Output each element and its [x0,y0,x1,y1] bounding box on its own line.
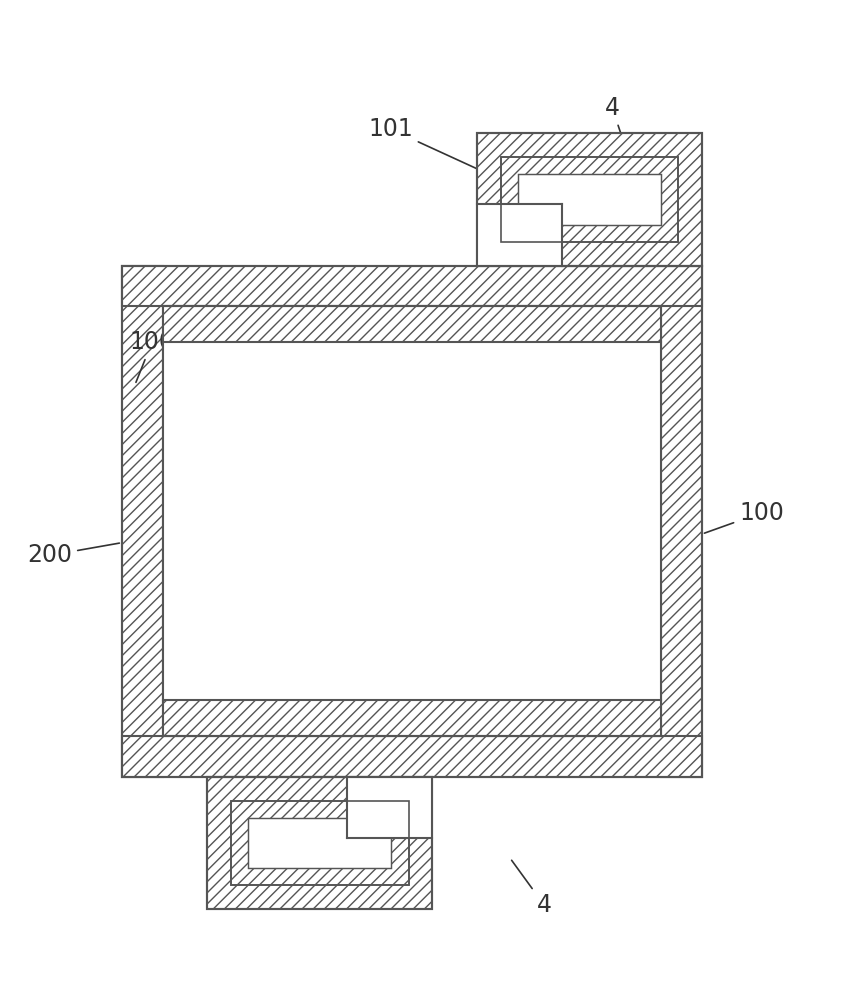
Bar [163,342,661,700]
Text: 4: 4 [605,96,628,156]
Bar [248,818,391,868]
Bar [163,306,661,736]
Bar [163,700,661,736]
Text: 200: 200 [27,543,119,567]
Bar [477,204,562,266]
Text: 4: 4 [511,860,552,917]
Bar [232,801,408,885]
Bar [500,157,678,242]
Bar [163,306,661,736]
Bar [163,306,661,342]
Bar [122,266,702,777]
Text: 101: 101 [351,831,396,887]
Text: 101: 101 [368,117,491,175]
Bar [477,133,702,266]
Bar [347,777,432,838]
Bar [122,266,163,777]
Bar [517,174,661,225]
Bar [661,266,702,777]
Text: 100: 100 [704,501,784,533]
Bar [122,266,702,306]
Text: 100: 100 [130,330,174,382]
Bar [122,736,702,777]
Bar [208,777,432,909]
Bar [500,157,678,242]
Bar [477,133,702,266]
Bar [232,801,408,885]
Bar [208,777,432,909]
